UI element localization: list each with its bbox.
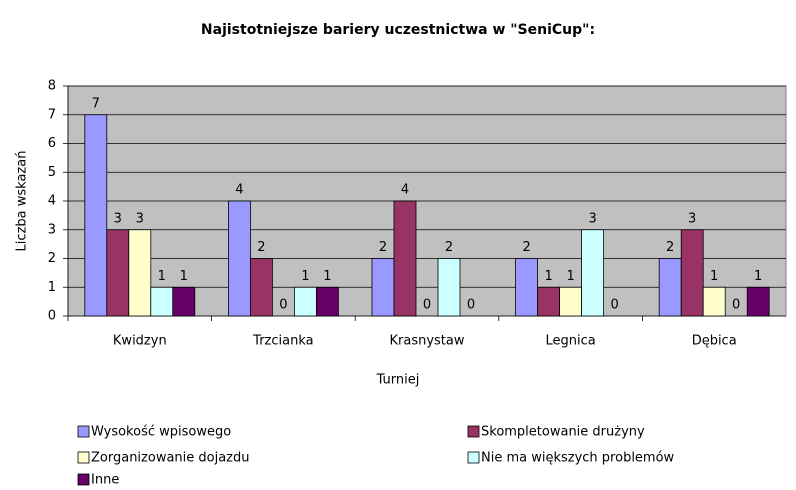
legend-swatch (467, 451, 480, 464)
y-tick-label: 2 (48, 251, 56, 266)
data-label: 1 (180, 269, 188, 284)
bar (581, 229, 604, 317)
data-label: 2 (522, 240, 530, 255)
bar (84, 114, 108, 317)
bar (172, 286, 196, 317)
data-label: 3 (136, 211, 144, 226)
data-label: 7 (92, 96, 100, 111)
data-label: 1 (301, 269, 309, 284)
data-label: 1 (323, 269, 331, 284)
data-label: 3 (114, 211, 122, 226)
data-label: 0 (732, 298, 740, 313)
chart-title: Najistotniejsze bariery uczestnictwa w "… (201, 22, 595, 38)
data-label: 2 (257, 240, 265, 255)
legend-label: Zorganizowanie dojazdu (91, 451, 250, 466)
data-label: 3 (588, 211, 596, 226)
data-label: 0 (279, 298, 287, 313)
y-tick-label: 4 (48, 194, 56, 209)
bar (680, 229, 704, 317)
bar (537, 286, 560, 317)
bar (150, 286, 174, 317)
legend-label: Wysokość wpisowego (91, 425, 231, 440)
data-label: 1 (710, 269, 718, 284)
legend-swatch (77, 451, 90, 464)
legend-swatch (77, 473, 90, 486)
bar (393, 200, 417, 317)
bar (559, 286, 582, 317)
data-label: 1 (544, 269, 552, 284)
legend-label: Nie ma większych problemów (481, 451, 675, 466)
data-label: 4 (401, 183, 409, 198)
y-tick-label: 6 (48, 136, 56, 151)
x-tick-label: Legnica (545, 334, 595, 349)
bar (437, 258, 461, 317)
y-tick-label: 0 (48, 309, 56, 324)
data-label: 2 (379, 240, 387, 255)
y-tick-label: 8 (48, 79, 56, 94)
data-label: 0 (467, 298, 475, 313)
bar (746, 286, 770, 317)
bar (315, 286, 339, 317)
data-label: 3 (688, 211, 696, 226)
data-label: 4 (235, 183, 243, 198)
bar (106, 229, 130, 317)
data-label: 1 (566, 269, 574, 284)
y-tick-label: 5 (48, 165, 56, 180)
bar (658, 258, 682, 317)
bar (293, 286, 317, 317)
data-label: 0 (610, 298, 618, 313)
data-label: 1 (158, 269, 166, 284)
bar (702, 286, 726, 317)
x-tick-label: Kwidzyn (113, 334, 167, 349)
legend-label: Skompletowanie drużyny (481, 425, 645, 440)
bar (371, 258, 395, 317)
legend-swatch (77, 425, 90, 438)
data-label: 2 (445, 240, 453, 255)
y-tick-label: 7 (48, 107, 56, 122)
legend-label: Inne (91, 473, 119, 488)
x-tick-label: Krasnystaw (389, 334, 464, 349)
y-axis-title: Liczba wskazań (15, 151, 30, 252)
bar (515, 258, 538, 317)
x-axis-title: Turniej (376, 373, 420, 388)
bar (227, 200, 251, 317)
x-tick-label: Trzcianka (252, 334, 313, 349)
legend-swatch (467, 425, 480, 438)
x-tick-label: Dębica (692, 334, 737, 349)
data-label: 1 (754, 269, 762, 284)
data-label: 0 (423, 298, 431, 313)
data-label: 2 (666, 240, 674, 255)
bar (249, 258, 273, 317)
y-tick-label: 1 (48, 280, 56, 295)
bar (128, 229, 152, 317)
y-tick-label: 3 (48, 222, 56, 237)
